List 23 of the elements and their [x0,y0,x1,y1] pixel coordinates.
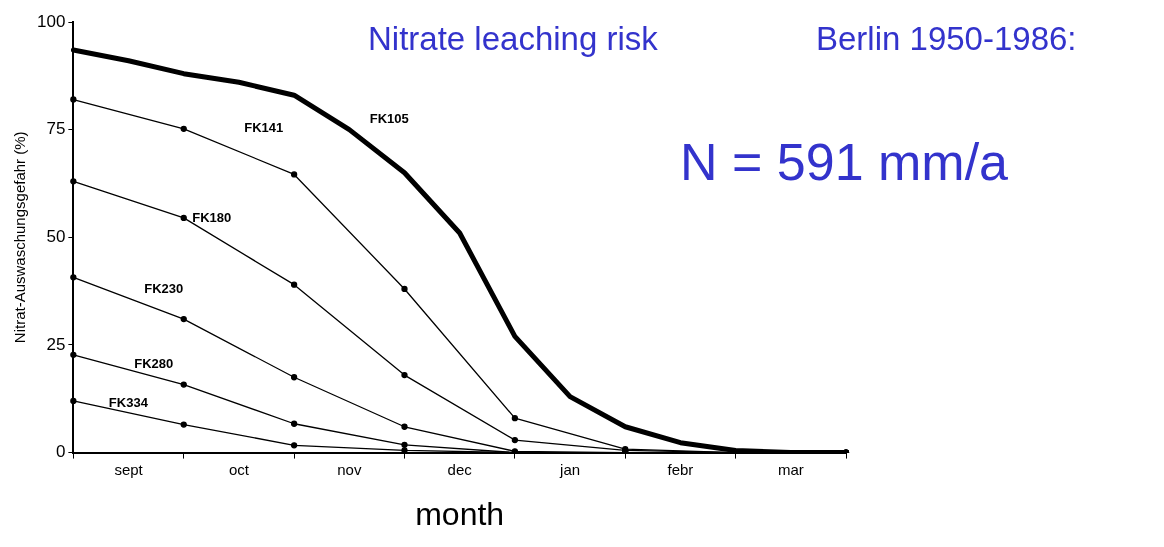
y-axis-title: Nitrat-Auswaschungsgefahr (%) [11,131,29,344]
y-tick-label: 100 [36,11,66,31]
series-label: FK280 [134,356,174,372]
x-tick-label: mar [777,460,804,478]
x-tick-label: oct [228,460,250,478]
series-label: FK141 [244,120,284,136]
y-tick-label: 0 [55,442,66,462]
y-tick-label: 50 [46,226,66,246]
series-label: FK180 [192,209,232,225]
x-tick-label: nov [337,460,362,478]
series-label: FK105 [369,111,409,127]
y-tick-label: 25 [46,334,66,354]
chart-title: Nitrate leaching risk [368,20,658,58]
text: Berlin 1950-1986: [816,20,1077,58]
y-tick-label: 75 [46,119,66,139]
annotation: N = 591 mm/a [680,132,1009,192]
series-label: FK230 [144,280,184,296]
x-tick-label: jan [559,460,581,478]
x-tick-label: febr [667,460,694,478]
x-tick-label: dec [447,460,473,478]
x-axis-title: month [415,495,505,532]
series-label: FK334 [108,394,149,410]
x-tick-label: sept [114,460,144,478]
